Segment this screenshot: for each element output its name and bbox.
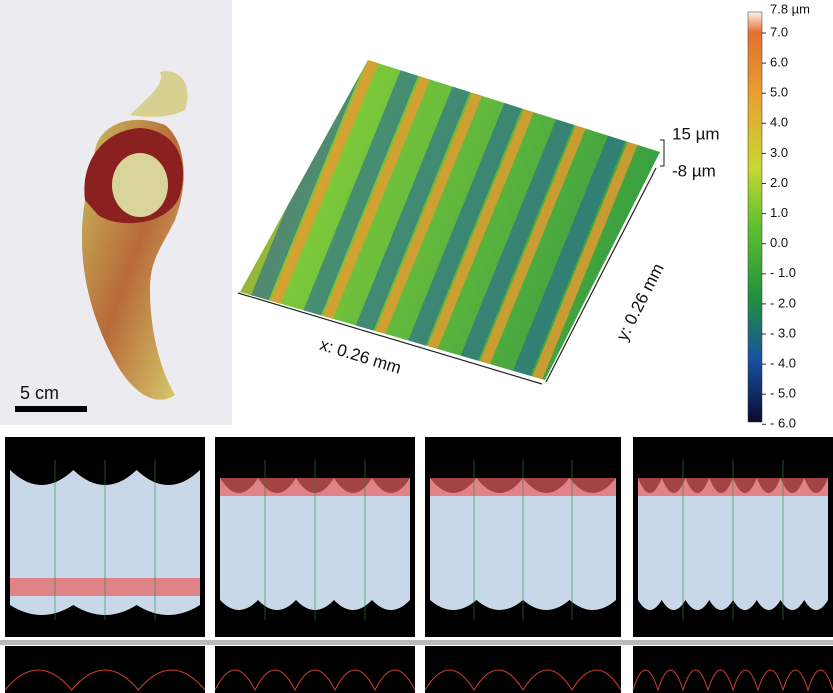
divider: [0, 640, 833, 645]
colorbar-label: 3.0: [770, 145, 788, 160]
colorbar-label: 4.0: [770, 115, 788, 130]
profile-background: [425, 646, 621, 693]
colorbar-label: - 6.0: [770, 416, 796, 431]
profile-background: [633, 646, 833, 693]
surface-ridges: [172, 30, 642, 449]
colorbar-label: - 4.0: [770, 356, 796, 371]
colorbar-label: 2.0: [770, 175, 788, 190]
scale-bar: [15, 406, 87, 412]
figure: 5 cm 15 µm -8 µm x: 0.26 mm y: 0.26 mm 7…: [0, 0, 833, 693]
colorbar-label: - 2.0: [770, 295, 796, 310]
colorbar-label: 7.8 µm: [770, 1, 810, 16]
colorbar-label: 5.0: [770, 85, 788, 100]
z-bracket: [660, 140, 664, 166]
colorbar-labels: 7.8 µm 7.0 6.0 5.0 4.0 3.0 2.0 1.0 0.0 - 1.0 - 2.0…: [762, 1, 810, 430]
colorbar-label: 6.0: [770, 55, 788, 70]
colorbar: [748, 12, 762, 422]
colorbar-label: 0.0: [770, 235, 788, 250]
x-axis-label: x: 0.26 mm: [318, 335, 404, 378]
colorbar-label: - 5.0: [770, 386, 796, 401]
z-bottom-label: -8 µm: [672, 161, 716, 180]
page: 5 cm 15 µm -8 µm x: 0.26 mm y: 0.26 mm 7…: [0, 0, 833, 693]
z-top-label: 15 µm: [672, 124, 720, 143]
colorbar-label: - 3.0: [770, 325, 796, 340]
colorbar-label: 7.0: [770, 24, 788, 39]
y-axis-label: y: 0.26 mm: [613, 260, 668, 344]
pitcher-mouth: [112, 153, 168, 217]
colorbar-label: 1.0: [770, 205, 788, 220]
simulation-panels: [0, 437, 833, 693]
colorbar-label: - 1.0: [770, 265, 796, 280]
scale-bar-label: 5 cm: [20, 383, 59, 403]
